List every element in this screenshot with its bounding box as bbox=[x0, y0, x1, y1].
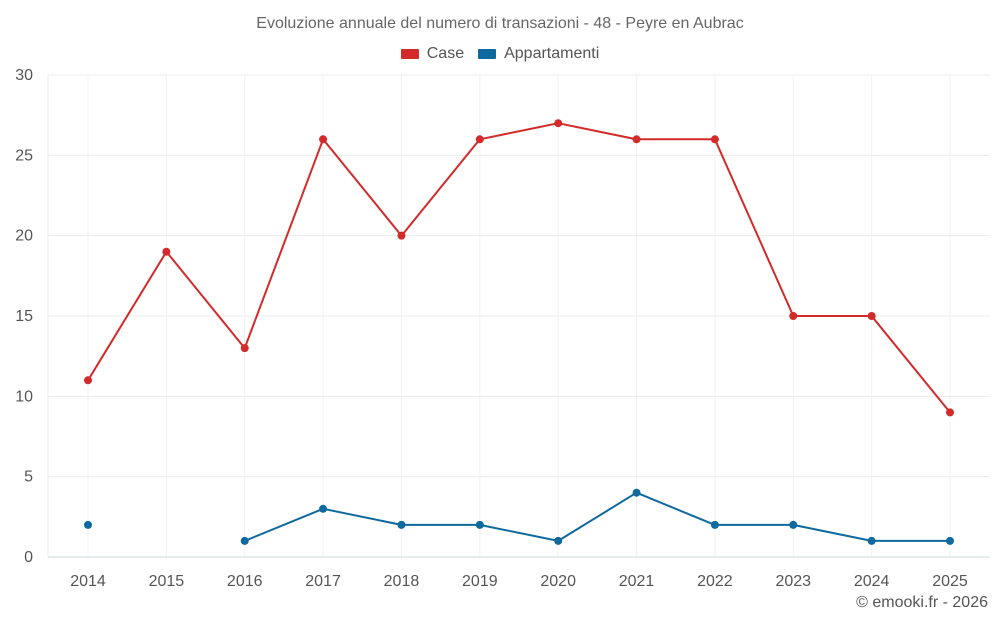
chart-title: Evoluzione annuale del numero di transaz… bbox=[256, 15, 744, 32]
data-point-appartamenti-2018[interactable] bbox=[397, 520, 406, 529]
data-point-case-2023[interactable] bbox=[789, 312, 798, 320]
series-line-case bbox=[87, 122, 951, 414]
data-point-case-2025[interactable] bbox=[946, 408, 954, 417]
legend-label-appartamenti: Appartamenti bbox=[504, 45, 600, 62]
data-point-case-2020[interactable] bbox=[554, 119, 563, 128]
data-point-case-2015[interactable] bbox=[162, 247, 171, 256]
data-point-appartamenti-2017[interactable] bbox=[319, 504, 328, 513]
series-appartamenti bbox=[84, 488, 954, 545]
x-tick-label: 2020 bbox=[540, 573, 576, 590]
data-point-case-2016[interactable] bbox=[240, 344, 249, 353]
y-tick-label: 20 bbox=[15, 228, 33, 245]
legend-item-appartamenti[interactable]: Appartamenti bbox=[478, 45, 599, 63]
x-tick-label: 2022 bbox=[697, 573, 733, 590]
x-tick-label: 2016 bbox=[227, 573, 263, 590]
legend: Case Appartamenti bbox=[0, 45, 1000, 63]
data-point-appartamenti-2025[interactable] bbox=[946, 536, 954, 545]
data-point-appartamenti-2016[interactable] bbox=[240, 536, 249, 545]
series bbox=[84, 119, 954, 545]
data-point-case-2019[interactable] bbox=[475, 135, 484, 144]
y-tick-label: 25 bbox=[15, 147, 33, 164]
y-tick-label: 30 bbox=[15, 67, 33, 84]
data-point-appartamenti-2014[interactable] bbox=[84, 520, 92, 529]
credit: © emooki.fr - 2026 bbox=[856, 594, 988, 611]
legend-swatch-case bbox=[400, 49, 419, 59]
data-point-case-2014[interactable] bbox=[84, 376, 92, 385]
y-tick-label: 10 bbox=[15, 388, 33, 405]
legend-swatch-appartamenti bbox=[478, 49, 497, 59]
x-tick-label: 2024 bbox=[854, 573, 890, 590]
data-point-appartamenti-2024[interactable] bbox=[867, 536, 876, 545]
x-tick-label: 2025 bbox=[932, 573, 968, 590]
y-tick-label: 5 bbox=[24, 469, 33, 486]
data-point-appartamenti-2022[interactable] bbox=[710, 520, 719, 529]
data-point-appartamenti-2020[interactable] bbox=[554, 536, 563, 545]
data-point-appartamenti-2019[interactable] bbox=[475, 520, 484, 529]
y-tick-label: 15 bbox=[15, 308, 33, 325]
x-tick-label: 2014 bbox=[70, 573, 106, 590]
x-tick-label: 2021 bbox=[619, 573, 655, 590]
x-tick-label: 2023 bbox=[775, 573, 811, 590]
data-point-case-2018[interactable] bbox=[397, 231, 406, 240]
legend-label-case: Case bbox=[426, 45, 465, 62]
data-point-appartamenti-2023[interactable] bbox=[789, 520, 798, 529]
y-tick-label: 0 bbox=[24, 549, 33, 566]
data-point-case-2022[interactable] bbox=[710, 135, 719, 144]
x-tick-label: 2015 bbox=[149, 573, 185, 590]
x-tick-label: 2017 bbox=[305, 573, 341, 590]
data-point-appartamenti-2021[interactable] bbox=[632, 488, 641, 497]
x-tick-label: 2019 bbox=[462, 573, 498, 590]
grid bbox=[47, 74, 990, 558]
series-case bbox=[84, 119, 954, 417]
data-point-case-2021[interactable] bbox=[632, 135, 641, 144]
x-tick-label: 2018 bbox=[384, 573, 420, 590]
data-point-case-2024[interactable] bbox=[867, 312, 876, 320]
series-line-appartamenti bbox=[244, 491, 950, 542]
legend-item-case[interactable]: Case bbox=[400, 45, 465, 63]
data-point-case-2017[interactable] bbox=[319, 135, 328, 144]
